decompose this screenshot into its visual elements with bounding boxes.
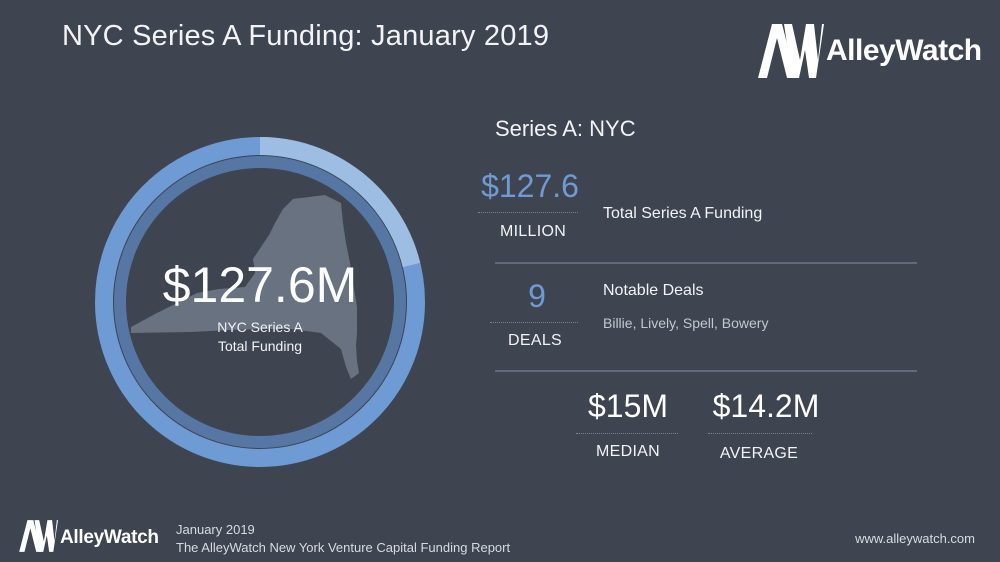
- section-title: Series A: NYC: [495, 116, 636, 141]
- median-unit: MEDIAN: [595, 443, 661, 460]
- page-title: NYC Series A Funding: January 2019: [62, 20, 550, 52]
- footer-aw-monogram-icon: [19, 520, 58, 552]
- average-value: $14.2M: [712, 388, 820, 424]
- notable-deals-names: Billie, Lively, Spell, Bowery: [603, 315, 769, 331]
- footer-alleywatch-logo: AlleyWatch: [18, 517, 168, 557]
- alleywatch-logo: AlleyWatch: [756, 22, 982, 80]
- stats-divider-1: [495, 262, 917, 264]
- caption-line-2: Total Funding: [217, 338, 303, 354]
- footer-report-info: January 2019 The AlleyWatch New York Ven…: [176, 521, 510, 557]
- donut-inner-ring: [114, 156, 406, 448]
- footer-logo-wordmark: AlleyWatch: [60, 527, 159, 548]
- footer-date: January 2019: [176, 522, 255, 537]
- funding-donut-chart: [95, 137, 425, 467]
- footer-report-name: The AlleyWatch New York Venture Capital …: [176, 540, 511, 555]
- caption-line-1: NYC Series A: [217, 319, 303, 335]
- total-funding-amount: $127.6M: [162, 257, 358, 313]
- average-dotted-rule: [708, 433, 812, 434]
- median-value: $15M: [587, 388, 669, 424]
- median-dotted-rule: [576, 433, 678, 434]
- new-york-state-shape: [131, 195, 359, 379]
- donut-ring-highlight: [259, 137, 421, 268]
- footer-website-link[interactable]: www.alleywatch.com: [855, 531, 975, 546]
- deals-unit: DEALS: [508, 332, 562, 349]
- total-funding-unit: MILLION: [499, 223, 567, 240]
- aw-monogram-icon: [758, 24, 824, 78]
- total-funding-caption: NYC Series A Total Funding: [155, 318, 365, 356]
- deals-dotted-rule: [490, 322, 578, 323]
- average-unit: AVERAGE: [719, 445, 799, 462]
- notable-deals-label: Notable Deals: [603, 282, 704, 299]
- logo-wordmark: AlleyWatch: [826, 34, 982, 67]
- total-funding-value: $127.6: [481, 168, 579, 204]
- total-funding-label: Total Series A Funding: [603, 205, 763, 222]
- stats-divider-2: [495, 370, 917, 372]
- deals-count-value: 9: [528, 278, 546, 314]
- total-funding-dotted-rule: [478, 212, 578, 213]
